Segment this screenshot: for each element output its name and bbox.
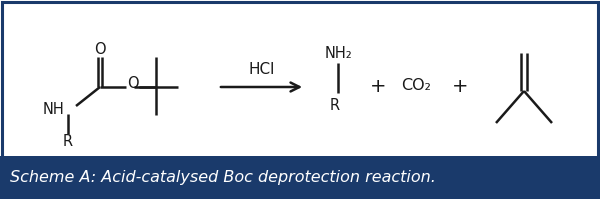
Text: NH: NH [42, 102, 64, 117]
Text: CO₂: CO₂ [401, 77, 431, 93]
Text: Scheme A: Acid-catalysed Boc deprotection reaction.: Scheme A: Acid-catalysed Boc deprotectio… [10, 170, 436, 185]
Text: O: O [127, 75, 139, 91]
Text: HCl: HCl [248, 62, 275, 77]
Text: R: R [330, 98, 340, 112]
Text: R: R [63, 135, 73, 149]
Text: +: + [452, 77, 468, 97]
Text: NH₂: NH₂ [324, 46, 352, 60]
Text: O: O [94, 42, 106, 57]
Text: +: + [370, 77, 386, 97]
Bar [0, 156, 600, 199]
